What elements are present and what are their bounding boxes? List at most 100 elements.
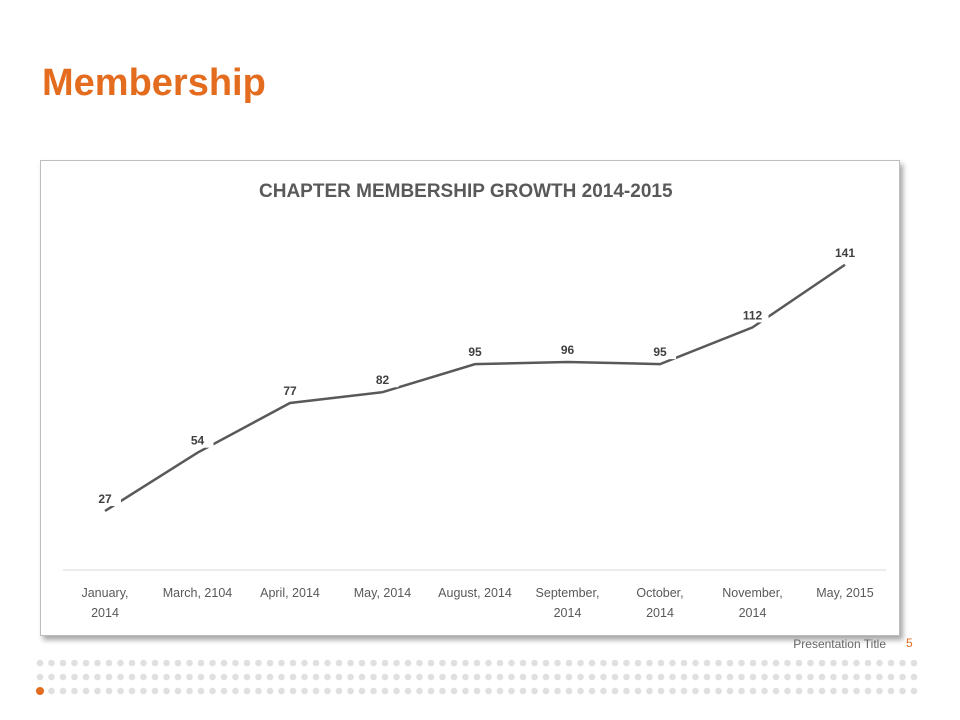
decorative-dot xyxy=(738,673,745,681)
decorative-dot xyxy=(876,659,883,667)
decorative-dot xyxy=(634,687,642,695)
decorative-dot xyxy=(59,687,67,695)
data-label: 77 xyxy=(283,384,297,398)
decorative-dot xyxy=(657,659,665,667)
decorative-dot xyxy=(749,687,757,695)
decorative-dot xyxy=(818,659,826,667)
decorative-dot xyxy=(473,659,481,667)
decorative-dot xyxy=(220,673,228,681)
decorative-dot xyxy=(646,673,653,681)
decorative-dot xyxy=(749,673,757,681)
decorative-dot xyxy=(427,687,435,695)
decorative-dot xyxy=(784,673,791,681)
decorative-dot xyxy=(36,659,44,667)
decorative-dot xyxy=(416,687,423,695)
decorative-dot xyxy=(105,659,113,667)
decorative-dot xyxy=(335,687,343,695)
decorative-dot xyxy=(703,659,711,667)
decorative-dot xyxy=(634,673,642,681)
decorative-dot xyxy=(611,673,619,681)
decorative-dot xyxy=(174,659,182,667)
decorative-dot xyxy=(519,687,527,695)
decorative-dot xyxy=(105,687,113,695)
decorative-dot xyxy=(669,673,676,681)
x-tick-label: March, 2104 xyxy=(163,586,233,600)
decorative-dot xyxy=(680,673,688,681)
decorative-dot xyxy=(738,687,745,695)
decorative-dot xyxy=(439,659,446,667)
x-tick-label: October, 2014 xyxy=(636,586,683,620)
decorative-dot xyxy=(841,687,849,695)
data-label: 112 xyxy=(743,308,763,322)
decorative-dot xyxy=(59,659,67,667)
decorative-dot xyxy=(680,687,688,695)
decorative-dot xyxy=(48,659,55,667)
decorative-dot xyxy=(657,687,665,695)
decorative-dot xyxy=(577,659,584,667)
decorative-dot xyxy=(772,687,780,695)
decorative-dot xyxy=(669,687,676,695)
decorative-dot xyxy=(163,687,170,695)
decorative-dot xyxy=(657,673,665,681)
decorative-dot xyxy=(301,659,308,667)
decorative-dot xyxy=(381,687,389,695)
decorative-dot xyxy=(565,659,573,667)
decorative-dot xyxy=(197,687,205,695)
decorative-dot xyxy=(795,659,803,667)
decorative-dot xyxy=(600,659,607,667)
decorative-dot xyxy=(623,659,630,667)
decorative-dot xyxy=(174,687,182,695)
decorative-dot xyxy=(393,673,400,681)
data-label-background xyxy=(644,342,676,360)
decorative-dot xyxy=(496,687,504,695)
decorative-dot xyxy=(209,687,216,695)
decorative-dot xyxy=(818,673,826,681)
decorative-dot xyxy=(531,659,538,667)
decorative-dot xyxy=(899,659,906,667)
decorative-dot xyxy=(462,687,469,695)
decorative-dot xyxy=(485,687,492,695)
decorative-dot xyxy=(726,659,734,667)
decorative-dot xyxy=(577,673,584,681)
decorative-dot xyxy=(841,659,849,667)
decorative-dot xyxy=(335,659,343,667)
data-label-background xyxy=(736,305,769,323)
decorative-dot xyxy=(531,687,538,695)
data-label: 82 xyxy=(376,373,390,387)
x-tick-label: January, 2014 xyxy=(81,586,128,620)
decorative-dot xyxy=(220,659,228,667)
decorative-dot xyxy=(128,687,136,695)
decorative-dot xyxy=(232,687,239,695)
decorative-dot xyxy=(830,659,837,667)
page-number: 5 xyxy=(906,636,913,650)
decorative-dot xyxy=(450,659,458,667)
decorative-dot xyxy=(611,659,619,667)
decorative-dot xyxy=(623,687,630,695)
decorative-dot xyxy=(301,673,308,681)
x-tick-label: May, 2014 xyxy=(354,586,411,600)
slide-title: Membership xyxy=(42,62,266,104)
decorative-dot xyxy=(163,659,170,667)
decorative-dot xyxy=(807,687,814,695)
decorative-dot xyxy=(876,673,883,681)
decorative-dot xyxy=(611,687,619,695)
decorative-dot xyxy=(128,659,136,667)
decorative-dot xyxy=(519,659,527,667)
decorative-dot xyxy=(174,673,182,681)
decorative-dot xyxy=(48,673,55,681)
decorative-dot xyxy=(473,673,481,681)
decorative-dot xyxy=(404,659,412,667)
decorative-dot xyxy=(186,673,193,681)
accent-dot xyxy=(36,687,44,695)
decorative-dot xyxy=(703,687,711,695)
footer-presentation-title: Presentation Title xyxy=(793,637,886,651)
decorative-dot xyxy=(772,659,780,667)
decorative-dot xyxy=(312,673,320,681)
decorative-dot xyxy=(818,687,826,695)
decorative-dot xyxy=(588,659,596,667)
decorative-dot xyxy=(94,687,101,695)
x-tick-label: August, 2014 xyxy=(438,586,512,600)
decorative-dot-strip xyxy=(36,659,918,695)
decorative-dot xyxy=(427,659,435,667)
chart-frame: CHAPTER MEMBERSHIP GROWTH 2014-2015 27 54… xyxy=(40,160,900,636)
